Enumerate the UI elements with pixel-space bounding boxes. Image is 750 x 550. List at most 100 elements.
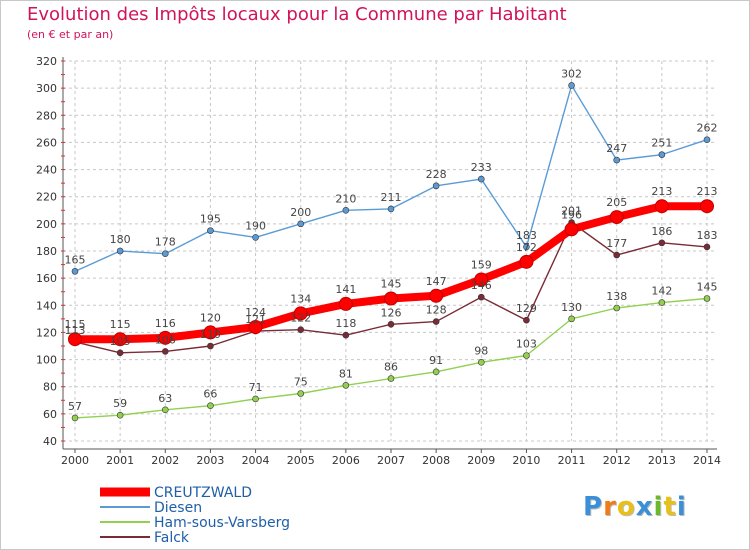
data-point-diesen — [387, 205, 395, 213]
data-point-falck — [116, 349, 124, 357]
data-point-creutzwald — [474, 272, 489, 287]
y-tick-label: 280 — [36, 109, 57, 122]
y-tick-label: 140 — [36, 299, 57, 312]
data-label-falck: 105 — [110, 335, 131, 348]
data-point-falck — [161, 348, 169, 355]
data-label-falck: 183 — [697, 229, 718, 242]
data-label-creutzwald: 213 — [697, 185, 718, 198]
data-label-diesen: 262 — [697, 122, 718, 135]
data-label-ham-sous-varsberg: 63 — [158, 392, 172, 405]
data-label-diesen: 200 — [290, 206, 311, 219]
data-label-ham-sous-varsberg: 130 — [561, 301, 582, 314]
data-label-ham-sous-varsberg: 142 — [651, 285, 672, 298]
x-tick-label: 2009 — [467, 454, 495, 467]
legend-label-ham-sous-varsberg: Ham-sous-Varsberg — [154, 515, 290, 531]
logo-letter: i — [676, 492, 687, 522]
data-label-creutzwald: 120 — [200, 311, 221, 324]
data-label-creutzwald: 115 — [65, 318, 86, 331]
y-tick-label: 60 — [43, 408, 57, 421]
data-point-diesen — [207, 227, 214, 234]
data-point-creutzwald — [203, 325, 218, 340]
data-label-ham-sous-varsberg: 91 — [429, 354, 443, 367]
y-tick-label: 160 — [36, 272, 57, 285]
data-point-creutzwald — [113, 332, 128, 347]
data-point-ham-sous-varsberg — [71, 414, 79, 422]
data-label-creutzwald: 159 — [471, 259, 492, 272]
data-point-diesen — [297, 220, 305, 228]
data-label-creutzwald: 116 — [155, 317, 176, 330]
data-point-creutzwald — [564, 222, 579, 237]
data-point-creutzwald — [429, 288, 444, 303]
x-tick-label: 2004 — [242, 454, 270, 467]
y-tick-label: 120 — [36, 326, 57, 339]
data-point-diesen — [161, 250, 169, 258]
data-label-falck: 177 — [606, 237, 627, 250]
data-point-creutzwald — [609, 210, 624, 225]
data-label-falck: 106 — [155, 333, 176, 346]
data-label-creutzwald: 147 — [426, 275, 447, 288]
x-tick-label: 2000 — [61, 454, 89, 467]
data-point-diesen — [658, 151, 666, 158]
data-point-falck — [477, 293, 485, 301]
data-label-ham-sous-varsberg: 86 — [384, 361, 398, 374]
data-label-diesen: 195 — [200, 213, 221, 226]
data-point-ham-sous-varsberg — [387, 375, 395, 382]
y-tick-label: 40 — [43, 435, 57, 448]
data-label-creutzwald: 141 — [335, 283, 356, 296]
data-point-creutzwald — [384, 291, 398, 306]
data-label-ham-sous-varsberg: 103 — [516, 338, 537, 351]
data-label-diesen: 228 — [426, 168, 447, 181]
data-point-creutzwald — [700, 199, 714, 214]
x-tick-label: 2014 — [693, 454, 721, 467]
data-label-creutzwald: 124 — [245, 306, 266, 319]
data-point-ham-sous-varsberg — [613, 304, 621, 312]
y-tick-label: 300 — [36, 82, 57, 95]
data-point-falck — [523, 316, 530, 324]
data-label-ham-sous-varsberg: 81 — [339, 367, 353, 380]
data-label-diesen: 190 — [245, 219, 266, 232]
x-tick-label: 2013 — [648, 454, 676, 467]
data-label-creutzwald: 134 — [290, 292, 311, 305]
data-point-ham-sous-varsberg — [477, 358, 485, 366]
data-label-diesen: 247 — [606, 142, 627, 155]
data-point-diesen — [432, 182, 440, 190]
data-label-falck: 121 — [245, 313, 266, 326]
data-label-diesen: 165 — [65, 253, 86, 266]
data-label-diesen: 302 — [561, 67, 582, 80]
chart-title: Evolution des Impôts locaux pour la Comm… — [27, 4, 567, 25]
data-point-ham-sous-varsberg — [523, 352, 530, 359]
data-point-diesen — [568, 82, 575, 89]
logo-letter: t — [663, 492, 677, 522]
data-label-falck: 126 — [381, 306, 402, 319]
y-tick-label: 100 — [36, 354, 57, 367]
data-point-ham-sous-varsberg — [252, 395, 259, 403]
x-tick-label: 2010 — [512, 454, 540, 467]
logo-letter: P — [583, 492, 604, 522]
logo-letter: x — [635, 492, 654, 522]
data-label-diesen: 211 — [381, 191, 402, 204]
data-point-falck — [703, 243, 711, 251]
data-point-diesen — [71, 268, 79, 275]
data-point-falck — [297, 326, 305, 334]
data-point-diesen — [703, 136, 711, 144]
x-tick-label: 2007 — [377, 454, 405, 467]
x-tick-label: 2001 — [106, 454, 134, 467]
data-label-falck: 146 — [471, 279, 492, 292]
data-label-ham-sous-varsberg: 145 — [697, 281, 718, 294]
data-label-ham-sous-varsberg: 138 — [606, 290, 627, 303]
data-point-ham-sous-varsberg — [658, 299, 666, 306]
data-label-creutzwald: 213 — [651, 185, 672, 198]
data-label-creutzwald: 145 — [381, 278, 402, 291]
x-tick-label: 2012 — [603, 454, 631, 467]
data-point-ham-sous-varsberg — [432, 368, 440, 376]
data-point-creutzwald — [654, 199, 669, 214]
data-label-falck: 129 — [516, 302, 537, 315]
data-label-ham-sous-varsberg: 75 — [294, 376, 308, 389]
logo-letter: o — [616, 492, 636, 522]
data-point-falck — [613, 251, 621, 259]
y-tick-label: 80 — [43, 381, 57, 394]
data-label-ham-sous-varsberg: 66 — [203, 388, 217, 401]
data-label-falck: 110 — [200, 328, 221, 341]
logo-letter: i — [653, 492, 664, 522]
